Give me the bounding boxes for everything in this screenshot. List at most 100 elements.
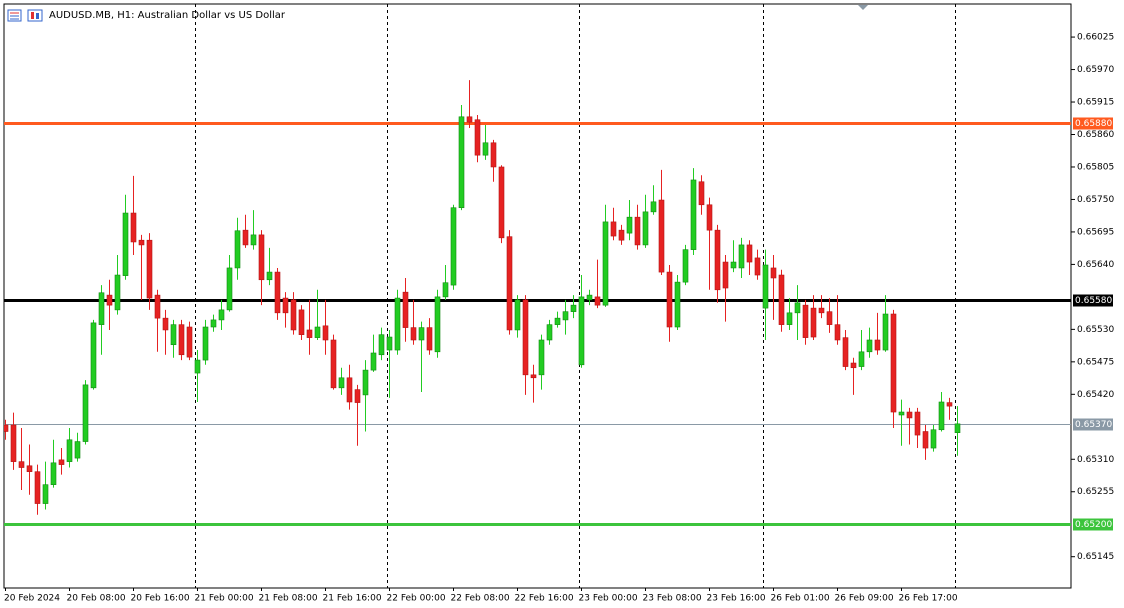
y-tick-label: 0.65310 — [1077, 455, 1114, 465]
candle-body — [498, 166, 505, 239]
x-tick-label: 22 Feb 08:00 — [451, 594, 510, 604]
candle-body — [170, 324, 177, 346]
candle-body — [370, 352, 377, 371]
candle-body — [42, 484, 49, 504]
candle-body — [394, 297, 401, 351]
candle-body — [122, 212, 129, 276]
candle-body — [90, 322, 97, 389]
candle-body — [874, 339, 881, 351]
candle-body — [362, 369, 369, 396]
x-tick-label: 21 Feb 08:00 — [259, 594, 318, 604]
candle-body — [762, 264, 769, 309]
candle-body — [842, 337, 849, 367]
candle-body — [634, 216, 641, 246]
candle-body — [770, 267, 777, 279]
candle-body — [554, 317, 561, 325]
candle-body — [418, 327, 425, 341]
candle-body — [154, 294, 161, 319]
x-tick-label: 21 Feb 00:00 — [195, 594, 254, 604]
candle-body — [594, 296, 601, 306]
candle-body — [98, 292, 105, 325]
candle-body — [658, 199, 665, 273]
y-tick-label: 0.65145 — [1077, 552, 1114, 562]
candle-body — [226, 267, 233, 311]
candle-body — [4, 424, 9, 432]
candle-body — [338, 377, 345, 389]
candle-body — [538, 339, 545, 376]
candle-body — [954, 423, 961, 433]
y-tick-label: 0.65750 — [1077, 195, 1114, 205]
day-separators — [195, 4, 956, 588]
x-tick-label: 26 Feb 09:00 — [835, 594, 894, 604]
candle-body — [410, 327, 417, 341]
candle-body — [794, 302, 801, 314]
candle-body — [130, 212, 137, 243]
candle-body — [202, 326, 209, 361]
level-label: 0.65370 — [1075, 420, 1112, 430]
level-label: 0.65200 — [1075, 520, 1112, 530]
candle-body — [218, 309, 225, 321]
candle-body — [610, 221, 617, 237]
candle-body — [586, 294, 593, 301]
candle-body — [930, 429, 937, 449]
x-tick-label: 26 Feb 01:00 — [771, 594, 830, 604]
candle-body — [66, 439, 73, 462]
candle-body — [266, 271, 273, 281]
candle-body — [522, 299, 529, 376]
y-tick-label: 0.65475 — [1077, 357, 1114, 367]
level-label: 0.65880 — [1075, 119, 1112, 129]
plot-area — [4, 80, 1071, 526]
candle-body — [778, 274, 785, 325]
candle-body — [674, 281, 681, 328]
candle-body — [162, 317, 169, 331]
candle-body — [666, 271, 673, 328]
candle-body — [74, 441, 81, 459]
candle-body — [738, 244, 745, 269]
candle-body — [194, 359, 201, 374]
candle-body — [802, 304, 809, 338]
candle-body — [922, 431, 929, 449]
x-tick-label: 23 Feb 16:00 — [707, 594, 766, 604]
candle-body — [330, 339, 337, 389]
candle-body — [50, 462, 57, 485]
x-tick-label: 22 Feb 16:00 — [515, 594, 574, 604]
candle-body — [914, 411, 921, 436]
candle-body — [458, 116, 465, 209]
candle-body — [626, 216, 633, 234]
candle-body — [250, 234, 257, 246]
candle-body — [690, 179, 697, 250]
icon — [27, 9, 43, 22]
candle-body — [722, 261, 729, 289]
level-label: 0.65580 — [1075, 296, 1112, 306]
candle-body — [234, 230, 241, 269]
x-tick-label: 23 Feb 08:00 — [643, 594, 702, 604]
chart-title: AUDUSD.MB, H1: Australian Dollar vs US D… — [49, 10, 286, 21]
y-tick-label: 0.65970 — [1077, 65, 1114, 75]
candle-body — [714, 229, 721, 291]
candle-body — [18, 461, 25, 468]
y-tick-label: 0.66025 — [1077, 33, 1114, 43]
candle-body — [482, 142, 489, 156]
y-tick-label: 0.65805 — [1077, 162, 1114, 172]
candle-body — [946, 402, 953, 407]
candle-body — [618, 229, 625, 241]
candle-body — [546, 324, 553, 341]
y-tick-label: 0.65640 — [1077, 260, 1114, 270]
candle-body — [858, 351, 865, 367]
y-tick-label: 0.65530 — [1077, 325, 1114, 335]
x-tick-label: 22 Feb 00:00 — [387, 594, 446, 604]
candle-body — [850, 362, 857, 369]
x-tick-label: 20 Feb 08:00 — [67, 594, 126, 604]
candle-body — [138, 239, 145, 246]
icon-bar — [31, 12, 34, 19]
candle-body — [906, 411, 913, 419]
candle-body — [890, 313, 897, 413]
candle-body — [114, 274, 121, 311]
x-tick-label: 20 Feb 16:00 — [131, 594, 190, 604]
candle-body — [490, 142, 497, 168]
candle-body — [530, 374, 537, 379]
level-label-box — [1073, 418, 1113, 431]
candle-body — [826, 311, 833, 325]
candle-body — [642, 211, 649, 246]
